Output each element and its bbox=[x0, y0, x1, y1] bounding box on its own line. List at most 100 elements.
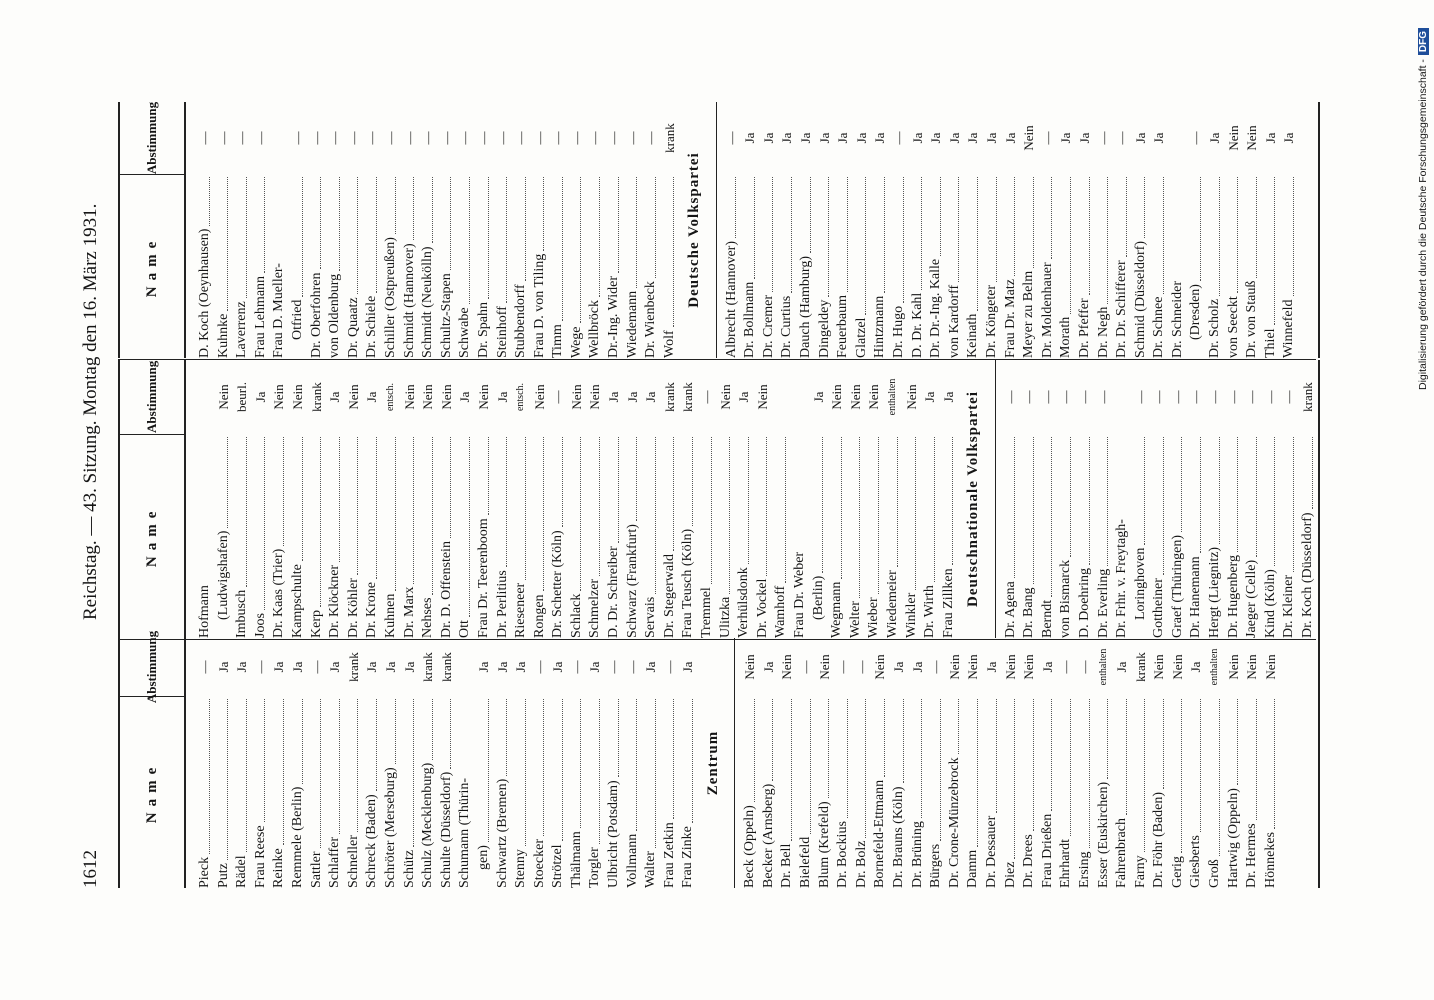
name-cell: Loringhoven bbox=[1131, 434, 1151, 638]
name-cell: Dr. Vockel bbox=[753, 434, 773, 638]
member-name: Dr. Wirth bbox=[922, 585, 938, 638]
member-row: Dr. von Stauß Nein bbox=[1243, 102, 1262, 358]
vote-table: Name Abstimmung Hofmann (Ludwigshafen) Nein I… bbox=[118, 360, 1320, 638]
dot-leader bbox=[567, 177, 582, 324]
member-row: Schmid (Düsseldorf) Ja bbox=[1131, 102, 1151, 358]
name-cell: von Kardorff bbox=[945, 174, 965, 358]
vote-cell: Nein bbox=[271, 384, 287, 410]
vote-cell: — bbox=[1039, 131, 1055, 145]
name-cell: Dr. Köngeter bbox=[982, 174, 1002, 358]
member-name: Dr. Dr. Schifferer bbox=[1114, 260, 1130, 358]
vote-cell: Nein bbox=[903, 384, 919, 410]
vote-cell: Nein bbox=[1225, 125, 1241, 151]
member-name: Berndt bbox=[1039, 599, 1055, 638]
name-cell: Otfried bbox=[288, 174, 308, 358]
name-cell: gen) bbox=[474, 696, 494, 888]
dot-leader bbox=[982, 699, 997, 813]
vote-cell: Nein bbox=[816, 654, 832, 680]
vote-cell: — bbox=[457, 131, 473, 145]
dot-leader bbox=[1261, 437, 1276, 567]
member-name: Schmidt (Neukölln) bbox=[420, 246, 436, 358]
name-cell: Schmid (Düsseldorf) bbox=[1131, 174, 1151, 358]
vote-cell: — bbox=[568, 131, 584, 145]
member-name: Schwarz (Frankfurt) bbox=[624, 524, 640, 638]
vote-cell: Ja bbox=[760, 132, 776, 144]
member-row-continued: Loringhoven — bbox=[1131, 360, 1151, 638]
member-name: Frau Lehmann bbox=[252, 275, 268, 358]
member-row: Laverrenz — bbox=[233, 102, 252, 358]
member-name: Bürgers bbox=[928, 843, 944, 888]
member-name: Schultz-Stapen bbox=[438, 273, 454, 358]
dot-leader bbox=[1206, 177, 1220, 296]
member-row: Dr. Bell Nein bbox=[778, 638, 797, 888]
vote-cell: Nein bbox=[1169, 654, 1185, 680]
vote-cell: — bbox=[1021, 390, 1037, 404]
name-cell: Frau Zillken bbox=[939, 434, 959, 638]
member-name: Thiel bbox=[1262, 328, 1278, 358]
name-header: Name bbox=[143, 505, 160, 568]
dot-leader bbox=[902, 437, 917, 590]
dot-leader bbox=[1094, 177, 1109, 304]
member-name: Farny bbox=[1132, 855, 1148, 888]
dot-leader bbox=[270, 699, 284, 846]
name-cell: Steinhoff bbox=[493, 174, 513, 358]
member-name: Dr. Dessauer bbox=[983, 815, 999, 888]
member-row: Reinke Ja bbox=[270, 638, 289, 888]
member-row: von Oldenburg — bbox=[326, 102, 345, 358]
member-name: Dr. Brüning bbox=[909, 821, 925, 888]
name-cell: Berndt bbox=[1038, 434, 1058, 638]
dot-leader bbox=[1168, 437, 1183, 532]
dot-leader bbox=[288, 177, 303, 297]
vote-cell: — bbox=[475, 131, 491, 145]
vote-cell: Nein bbox=[1151, 654, 1167, 680]
vote-cell: Ja bbox=[606, 391, 622, 403]
member-name-cont: gen) bbox=[475, 845, 491, 870]
member-name: Dr. Frhr. v. Freytagh- bbox=[1114, 519, 1130, 638]
name-cell: Dr. Bolz bbox=[852, 696, 872, 888]
table-body: D. Koch (Oeynhausen) — Kuhnke — Laverrenz — Fr… bbox=[186, 102, 1299, 358]
vote-cell: enthalten bbox=[886, 378, 898, 416]
dot-leader bbox=[741, 177, 755, 279]
dot-leader bbox=[605, 177, 619, 273]
dot-leader bbox=[716, 437, 731, 594]
vote-cell: enthalten bbox=[1097, 648, 1109, 686]
dot-leader bbox=[233, 177, 247, 299]
member-name: Jaeger (Celle) bbox=[1244, 559, 1260, 638]
name-cell: Dr. Kaas (Trier) bbox=[270, 434, 289, 638]
vote-cell: Ja bbox=[983, 661, 999, 673]
dot-leader bbox=[1187, 437, 1202, 554]
member-name: Dr. Brauns (Köln) bbox=[890, 786, 906, 889]
name-cell: Wellbröck bbox=[586, 174, 605, 358]
vote-header: Abstimmung bbox=[120, 102, 184, 175]
member-name: Ott bbox=[457, 620, 473, 638]
dot-leader bbox=[1131, 177, 1146, 238]
member-row: Wieber Nein bbox=[865, 360, 884, 638]
member-name: Vollmann bbox=[624, 833, 640, 888]
name-cell: Bielefeld bbox=[797, 696, 816, 888]
member-name: Feuerbaum bbox=[835, 295, 851, 358]
name-cell: Dr. Agena bbox=[1001, 434, 1021, 638]
vote-cell: — bbox=[1002, 390, 1018, 404]
member-row: Frau Teusch (Köln) krank bbox=[679, 360, 698, 638]
vote-cell: Ja bbox=[1262, 132, 1278, 144]
member-name: Schneller bbox=[345, 835, 361, 888]
member-row: Frau Zillken Ja bbox=[939, 360, 959, 638]
name-cell: Wegmann bbox=[828, 434, 847, 638]
member-name: Gottheiner bbox=[1151, 578, 1167, 638]
name-cell: Becker (Arnsberg) bbox=[759, 696, 779, 888]
name-cell: Joos bbox=[251, 434, 271, 638]
dot-leader bbox=[196, 177, 210, 226]
name-cell: Dr. von Stauß bbox=[1243, 174, 1262, 358]
name-cell: Dr. Bell bbox=[778, 696, 797, 888]
vote-cell: — bbox=[345, 131, 361, 145]
name-cell: Dr. Hugo bbox=[889, 174, 909, 358]
name-cell: Stoecker bbox=[530, 696, 550, 888]
member-row: Dr. Bockius — bbox=[834, 638, 853, 888]
member-name: Dr. Agena bbox=[1002, 581, 1018, 638]
name-cell: Schwartz (Bremen) bbox=[493, 696, 513, 888]
name-cell: Dr. Spahn bbox=[474, 174, 494, 358]
dot-leader bbox=[474, 699, 489, 843]
member-name: Wamhoff bbox=[773, 585, 789, 638]
vote-cell: — bbox=[252, 660, 268, 674]
member-name: Dr. Crone-Münzebrock bbox=[946, 757, 962, 888]
